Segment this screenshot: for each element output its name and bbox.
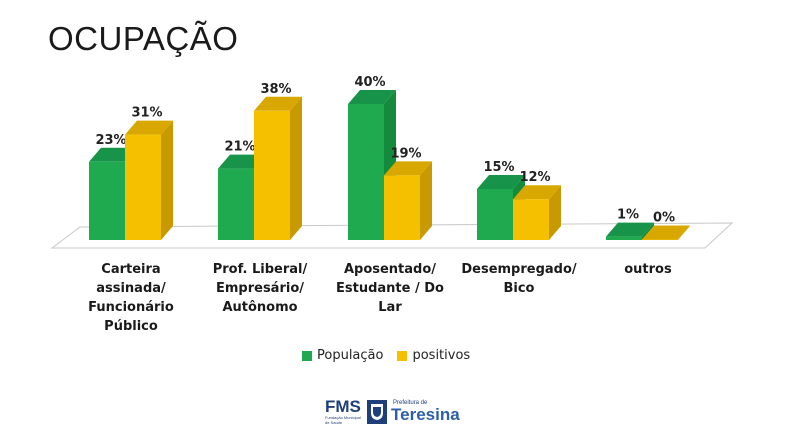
category-label-4-0: outros (624, 262, 672, 277)
data-label-0-0: 23% (95, 133, 126, 148)
legend-swatch-positivos (397, 350, 408, 361)
data-label-0-1: 21% (224, 140, 255, 155)
category-label-2-2: Lar (378, 300, 402, 315)
bar-0-2 (348, 104, 384, 240)
legend-label-positivos: positivos (412, 348, 471, 363)
page-title: OCUPAÇÃO (48, 20, 239, 57)
bar-1-1 (254, 110, 290, 240)
bar-side-0-4 (642, 222, 654, 240)
data-label-1-2: 19% (390, 146, 421, 161)
category-label-1-1: Empresário/ (216, 281, 304, 296)
bar-top-1-3 (513, 185, 561, 200)
bar-top-1-0 (125, 120, 173, 135)
bar-1-4 (642, 239, 678, 240)
category-label-3-0: Desempregado/ (461, 262, 577, 277)
bar-chart: 23% 21% 40% 15% 1% 31% 38% 19% 12% 0% Carteira assi… (50, 75, 734, 334)
fms-logo-subtitle: Fundação Municipal de Saúde (325, 415, 361, 425)
bar-side-1-0 (161, 120, 173, 240)
bar-top-1-2 (384, 161, 432, 176)
bar-1-2 (384, 175, 420, 240)
bar-top-0-2 (348, 90, 396, 104)
category-label-3-1: Bico (503, 281, 534, 296)
legend-item-positivos: positivos (397, 348, 470, 363)
bar-0-1 (218, 168, 254, 240)
category-label-2-1: Estudante / Do (336, 281, 444, 296)
category-label-0-2: Funcionário (88, 300, 174, 315)
category-label-1-2: Autônomo (222, 300, 297, 315)
fms-logo: FMS Fundação Municipal de Saúde (325, 397, 363, 425)
category-label-2-0: Aposentado/ (344, 262, 436, 277)
bar-side-1-2 (420, 161, 432, 240)
category-label-0-3: Público (104, 319, 158, 334)
data-label-0-2: 40% (354, 75, 385, 90)
fms-logo-text: FMS (325, 397, 361, 416)
bar-0-0 (89, 161, 125, 240)
chart-legend: População positivos (302, 348, 484, 363)
data-label-1-0: 31% (131, 106, 162, 121)
legend-label-populacao: População (317, 348, 384, 363)
bar-1-0 (125, 134, 161, 240)
bar-1-3 (513, 199, 549, 240)
bar-top-1-1 (254, 96, 302, 111)
bar-side-1-1 (290, 96, 302, 240)
bar-side-1-4 (678, 225, 690, 240)
legend-swatch-populacao (302, 350, 312, 361)
prefeitura-logo: Prefeitura de Teresina (391, 400, 460, 424)
category-label-0-0: Carteira (101, 262, 160, 277)
category-label-0-1: assinada/ (96, 281, 166, 296)
data-label-1-3: 12% (519, 170, 550, 185)
category-label-1-0: Prof. Liberal/ (213, 262, 308, 277)
prefeitura-logo-text: Teresina (391, 405, 460, 424)
bar-0-4 (606, 236, 642, 240)
teresina-seal-icon (367, 400, 387, 424)
bar-top-0-4 (606, 222, 654, 237)
data-label-0-3: 15% (483, 160, 514, 175)
data-label-0-4: 1% (617, 208, 639, 223)
bar-top-1-4 (642, 225, 690, 240)
legend-item-populacao: População (302, 348, 383, 363)
data-label-1-4: 0% (653, 211, 675, 226)
footer-logos: FMS Fundação Municipal de Saúde Prefeitu… (325, 397, 460, 425)
prefeitura-logo-top: Prefeitura de (393, 400, 428, 406)
bar-top-0-3 (477, 175, 525, 189)
data-label-1-1: 38% (260, 82, 291, 97)
bar-side-1-3 (549, 185, 561, 240)
bar-0-3 (477, 189, 513, 240)
